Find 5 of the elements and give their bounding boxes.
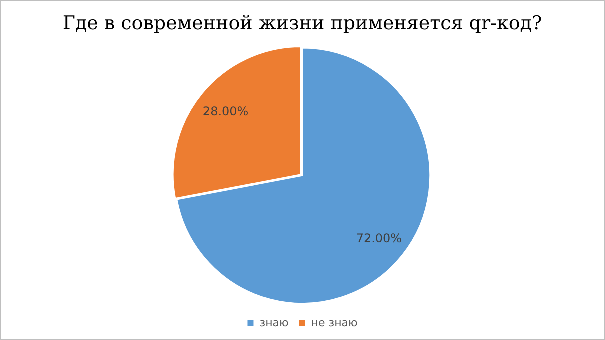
chart-title: Где в современной жизни применяется qr-код? (62, 12, 542, 34)
legend-label: не знаю (311, 316, 358, 330)
legend-label: знаю (260, 316, 289, 330)
data-label: 72.00% (356, 231, 402, 246)
data-label: 28.00% (202, 104, 249, 119)
